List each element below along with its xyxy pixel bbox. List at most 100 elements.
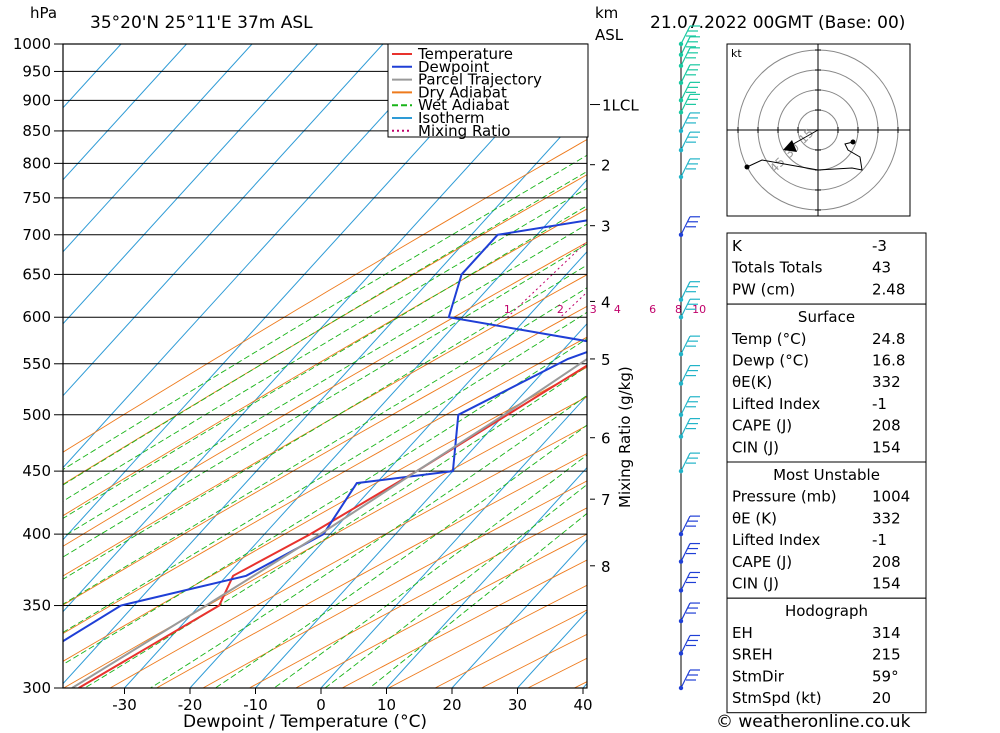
wet-adiabat-line: [63, 287, 587, 605]
hodograph-start-point: [744, 164, 750, 170]
mixing-ratio-label: 2: [557, 303, 564, 316]
wind-barb-staff: [680, 572, 691, 591]
pressure-tick-label: 650: [22, 265, 51, 283]
wind-barb-dot: [678, 685, 684, 691]
temperature-tick-label: 0: [316, 696, 326, 714]
dewpoint-line: [63, 219, 587, 643]
wind-barb-dot: [678, 434, 684, 439]
indices-block: [726, 303, 927, 463]
mixing-ratio-label: 3: [590, 303, 597, 316]
wind-barb-dot: [678, 651, 684, 656]
dry-adiabat-line: [202, 480, 587, 688]
index-value: 1004: [872, 488, 910, 506]
wind-barb-dot: [678, 128, 684, 134]
wind-barb-staff: [680, 131, 691, 151]
pressure-tick-label: 1000: [13, 35, 51, 53]
wind-barb: [678, 64, 700, 86]
mixing-ratio-label: 10: [692, 303, 706, 316]
index-label: CAPE (J): [732, 417, 792, 435]
dry-adiabat-line: [63, 366, 587, 662]
location-title: 35°20'N 25°11'E 37m ASL: [90, 13, 313, 33]
temperature-tick-label: 10: [377, 696, 396, 714]
wind-barb-staff: [680, 36, 691, 56]
isotherm-line: [386, 466, 587, 688]
index-label: Temp (°C): [731, 330, 806, 348]
wet-adiabat-line: [63, 187, 587, 502]
pressure-grid: [63, 43, 587, 689]
index-label: Dewp (°C): [732, 352, 809, 370]
pressure-tick-label: 900: [22, 91, 51, 109]
index-label: CAPE (J): [732, 553, 792, 571]
pressure-tick-label: 500: [22, 406, 51, 424]
wind-barb: [678, 571, 700, 593]
lcl-label: 1LCL: [602, 97, 639, 115]
isotherm-line: [63, 44, 384, 397]
isotherm-line: [63, 107, 587, 685]
dry-adiabat-line: [63, 139, 587, 453]
temperature-tick-label: 20: [442, 696, 461, 714]
index-label: StmDir: [732, 667, 785, 685]
pressure-tick-label: 850: [22, 122, 51, 140]
storm-motion-arrow: [783, 140, 797, 152]
wind-barb-staff: [680, 335, 691, 355]
wind-barb-dot: [678, 381, 684, 386]
km-tick-label: 6: [601, 430, 611, 448]
website-footer[interactable]: © weatheronline.co.uk: [716, 712, 911, 732]
mixing-ratio-label: 6: [649, 303, 656, 316]
wind-barb: [678, 112, 700, 134]
index-value: 332: [872, 509, 901, 527]
wind-barb: [678, 542, 700, 564]
wind-barb-dot: [678, 110, 684, 115]
datetime-title: 21.07.2022 00GMT (Base: 00): [650, 13, 905, 33]
wind-barb: [678, 298, 700, 320]
wind-barb-staff: [680, 669, 691, 689]
pressure-tick-label: 550: [22, 355, 51, 373]
index-label: EH: [732, 624, 753, 642]
km-tick-label: 8: [601, 558, 611, 576]
index-value: 59°: [872, 667, 899, 685]
wet-adiabat-line: [63, 205, 587, 519]
wind-barb: [678, 81, 700, 103]
index-value: 332: [872, 373, 901, 391]
isotherm-line: [63, 44, 122, 109]
wind-barb: [678, 396, 700, 417]
wind-barb: [678, 93, 700, 115]
wind-barb-dot: [678, 80, 684, 86]
wet-adiabat-line: [150, 394, 587, 688]
dry-adiabat-line: [63, 305, 587, 606]
wet-adiabat-line: [215, 424, 587, 688]
legend-label: Mixing Ratio: [418, 122, 510, 140]
wind-barb: [678, 158, 700, 180]
wind-barb-dot: [678, 41, 684, 47]
isotherm-line: [63, 44, 515, 541]
wet-adiabat-line: [63, 154, 587, 471]
legend-label: Temperature: [417, 45, 513, 63]
wind-barb: [678, 669, 700, 691]
index-value: 16.8: [872, 352, 905, 370]
wind-barb: [678, 335, 700, 357]
dry-adiabat-line: [109, 424, 587, 688]
index-value: -3: [872, 237, 887, 255]
wind-barb-staff: [680, 158, 691, 178]
wind-barb-dot: [678, 63, 684, 69]
km-tick-label: 7: [601, 491, 611, 509]
index-value: 208: [872, 553, 901, 571]
wind-barb-dot: [678, 315, 684, 320]
plot-frame: [62, 43, 588, 689]
index-label: SREH: [732, 646, 773, 664]
index-value: 215: [872, 646, 901, 664]
temperature-line: [78, 364, 587, 688]
dry-adiabat-line: [156, 453, 587, 688]
dry-adiabat-line: [63, 396, 587, 688]
wind-barb-dot: [678, 98, 684, 103]
wind-barbs: [678, 25, 700, 691]
wind-barb-staff: [680, 94, 691, 113]
wind-barb-staff: [680, 82, 691, 101]
x-axis-label: Dewpoint / Temperature (°C): [183, 712, 427, 732]
wind-barb: [678, 417, 700, 439]
wind-barb: [678, 602, 700, 624]
temperature-tick-label: -10: [243, 696, 268, 714]
indices-block: [726, 461, 927, 599]
wind-barb-staff: [680, 281, 691, 300]
